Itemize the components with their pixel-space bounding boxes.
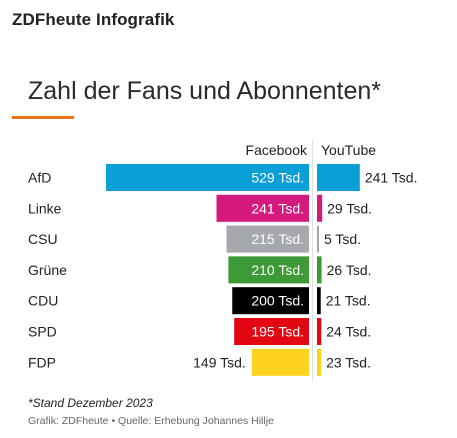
brand-title: ZDFheute Infografik (12, 10, 175, 29)
youtube-value-label-spd: 24 Tsd. (326, 324, 371, 340)
facebook-bar-spd (234, 318, 309, 345)
facebook-bar-afd (106, 164, 309, 191)
youtube-column-header: YouTube (321, 142, 377, 158)
column-divider (312, 140, 313, 382)
title-underline (12, 116, 74, 119)
facebook-value-label-csu: 215 Tsd. (251, 231, 304, 247)
facebook-bar-linke (216, 194, 309, 222)
chart-title: Zahl der Fans und Abonnenten* (28, 77, 382, 105)
youtube-value-label-afd: 241 Tsd. (365, 170, 418, 186)
facebook-value-label-afd: 529 Tsd. (251, 170, 304, 186)
youtube-bar-csu (317, 225, 319, 253)
category-label-csu: CSU (28, 231, 58, 247)
facebook-bar-csu (226, 225, 309, 253)
source-note: Grafik: ZDFheute • Quelle: Erhebung Joha… (28, 415, 274, 427)
youtube-value-label-fdp: 23 Tsd. (326, 354, 371, 370)
category-label-fdp: FDP (28, 354, 56, 370)
category-label-gruene: Grüne (28, 262, 67, 278)
youtube-bar-gruene (317, 256, 322, 284)
youtube-value-label-gruene: 26 Tsd. (327, 262, 372, 278)
footnote: *Stand Dezember 2023 (28, 396, 153, 410)
facebook-bar-gruene (228, 256, 309, 284)
youtube-bar-linke (317, 194, 323, 222)
youtube-value-label-csu: 5 Tsd. (324, 231, 361, 247)
facebook-column-header: Facebook (245, 142, 307, 158)
facebook-bar-cdu (232, 287, 309, 315)
category-label-afd: AfD (28, 170, 51, 186)
facebook-value-label-fdp: 149 Tsd. (193, 354, 246, 370)
category-label-spd: SPD (28, 324, 57, 340)
youtube-bar-afd (317, 164, 360, 191)
category-label-cdu: CDU (28, 293, 58, 309)
youtube-value-label-linke: 29 Tsd. (327, 200, 372, 216)
facebook-value-label-cdu: 200 Tsd. (251, 293, 304, 309)
youtube-value-label-cdu: 21 Tsd. (326, 293, 371, 309)
facebook-value-label-gruene: 210 Tsd. (251, 262, 304, 278)
facebook-value-label-linke: 241 Tsd. (251, 200, 304, 216)
facebook-bar-fdp (251, 348, 309, 376)
youtube-bar-spd (317, 318, 322, 345)
youtube-bar-fdp (317, 348, 322, 376)
category-label-linke: Linke (28, 200, 62, 216)
facebook-value-label-spd: 195 Tsd. (251, 324, 304, 340)
youtube-bar-cdu (317, 287, 321, 315)
